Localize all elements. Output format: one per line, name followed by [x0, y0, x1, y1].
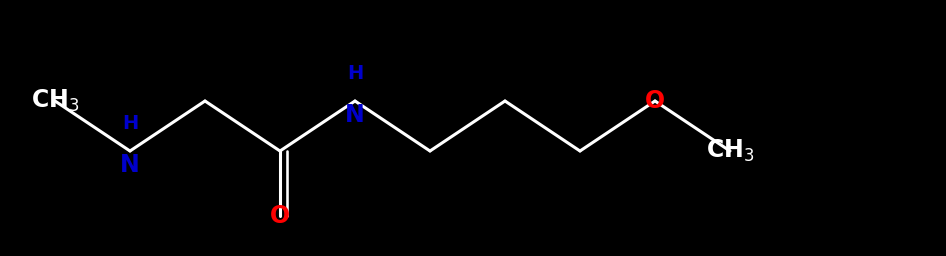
Text: CH$_3$: CH$_3$ [706, 138, 754, 164]
Text: H: H [347, 64, 363, 83]
Text: O: O [270, 204, 290, 228]
Text: N: N [345, 103, 365, 127]
Text: N: N [120, 153, 140, 177]
Text: H: H [122, 114, 138, 133]
Text: CH$_3$: CH$_3$ [31, 88, 79, 114]
Text: O: O [645, 89, 665, 113]
